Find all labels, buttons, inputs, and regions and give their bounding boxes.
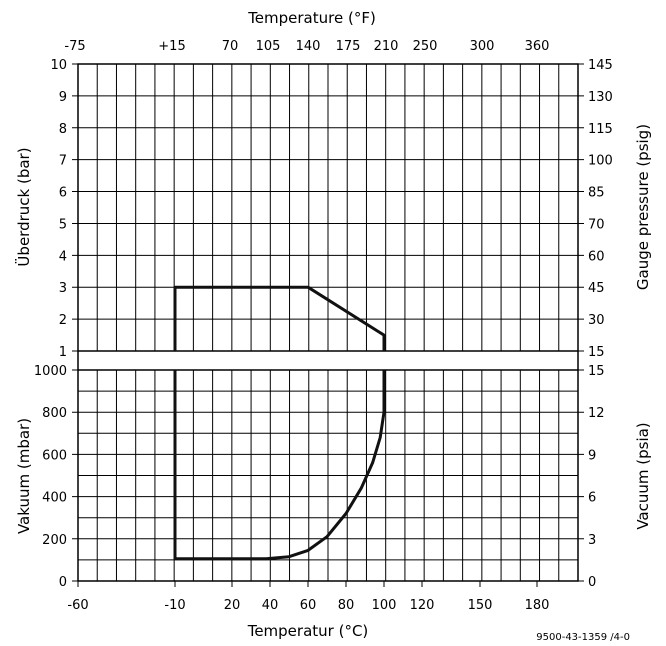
top-tick-label: 360 [525, 39, 550, 54]
upper-right-tick-label: 30 [588, 313, 605, 328]
lower-right-tick-label: 15 [588, 364, 605, 379]
lower-panel-frame [77, 369, 579, 582]
upper-right-tick-label: 130 [588, 90, 613, 105]
upper-right-tick-label: 60 [588, 249, 605, 264]
curve-layer [173, 285, 386, 561]
upper-left-axis-title: Überdruck (bar) [14, 147, 33, 266]
bottom-tick-label: 60 [300, 598, 317, 613]
bottom-tick-label: 80 [338, 598, 355, 613]
lower-left-tick-label: 800 [42, 406, 67, 421]
top-tick-label: 210 [374, 39, 399, 54]
lower-left-axis-title: Vakuum (mbar) [15, 418, 33, 534]
upper-right-axis-title: Gauge pressure (psig) [634, 124, 652, 290]
pressure-limit-curve [173, 285, 386, 351]
upper-left-tick-label: 2 [59, 313, 67, 328]
upper-left-tick-label: 9 [59, 90, 67, 105]
bottom-tick-label: -10 [164, 598, 185, 613]
lower-right-tick-label: 9 [588, 448, 596, 463]
upper-right-tick-label: 85 [588, 186, 605, 201]
upper-right-tick-label: 115 [588, 122, 613, 137]
upper-right-tick-label: 45 [588, 281, 605, 296]
lower-right-tick-label: 3 [588, 533, 596, 548]
top-tick-label: 300 [470, 39, 495, 54]
bottom-tick-label: 180 [525, 598, 550, 613]
upper-left-tick-label: 1 [59, 345, 67, 360]
lower-right-tick-label: 0 [588, 575, 596, 590]
upper-left-tick-label: 3 [59, 281, 67, 296]
bottom-tick-label: 20 [224, 598, 241, 613]
bottom-tick-label: 120 [410, 598, 435, 613]
upper-left-tick-label: 5 [59, 217, 67, 232]
top-axis-title: Temperature (°F) [247, 9, 376, 27]
lower-left-tick-label: 600 [42, 448, 67, 463]
upper-left-tick-label: 7 [59, 154, 67, 169]
upper-right-tick-label: 15 [588, 345, 605, 360]
vacuum-limit-curve [173, 370, 386, 561]
upper-left-tick-label: 10 [50, 58, 67, 73]
lower-right-tick-label: 12 [588, 406, 605, 421]
upper-panel-frame [77, 63, 579, 352]
upper-right-tick-label: 100 [588, 154, 613, 169]
bottom-tick-label: 40 [262, 598, 279, 613]
frame-layer [77, 63, 579, 582]
top-tick-label: 140 [296, 39, 321, 54]
lower-left-tick-label: 0 [59, 575, 67, 590]
lower-left-tick-label: 1000 [34, 364, 67, 379]
grid-layer [72, 63, 584, 587]
top-tick-label: 250 [413, 39, 438, 54]
bottom-tick-label: 100 [372, 598, 397, 613]
upper-left-tick-label: 8 [59, 122, 67, 137]
bottom-tick-label: -60 [67, 598, 88, 613]
top-tick-label: -75 [64, 39, 85, 54]
upper-right-tick-label: 145 [588, 58, 613, 73]
text-layer: -75 +15 70 105 140 175 210 250 300 360Temperature… [14, 9, 652, 643]
top-tick-label: 105 [256, 39, 281, 54]
upper-left-tick-label: 6 [59, 186, 67, 201]
top-tick-label: +15 [158, 39, 185, 54]
top-tick-label: 70 [222, 39, 239, 54]
bottom-tick-label: 150 [468, 598, 493, 613]
figure-code: 9500-43-1359 /4-0 [536, 632, 630, 643]
bottom-axis-title: Temperatur (°C) [247, 622, 369, 640]
upper-right-tick-label: 70 [588, 217, 605, 232]
upper-left-tick-label: 4 [59, 249, 67, 264]
lower-right-axis-title: Vacuum (psia) [634, 422, 652, 529]
lower-right-tick-label: 6 [588, 491, 596, 506]
lower-left-tick-label: 400 [42, 491, 67, 506]
top-tick-label: 175 [336, 39, 361, 54]
lower-left-tick-label: 200 [42, 533, 67, 548]
